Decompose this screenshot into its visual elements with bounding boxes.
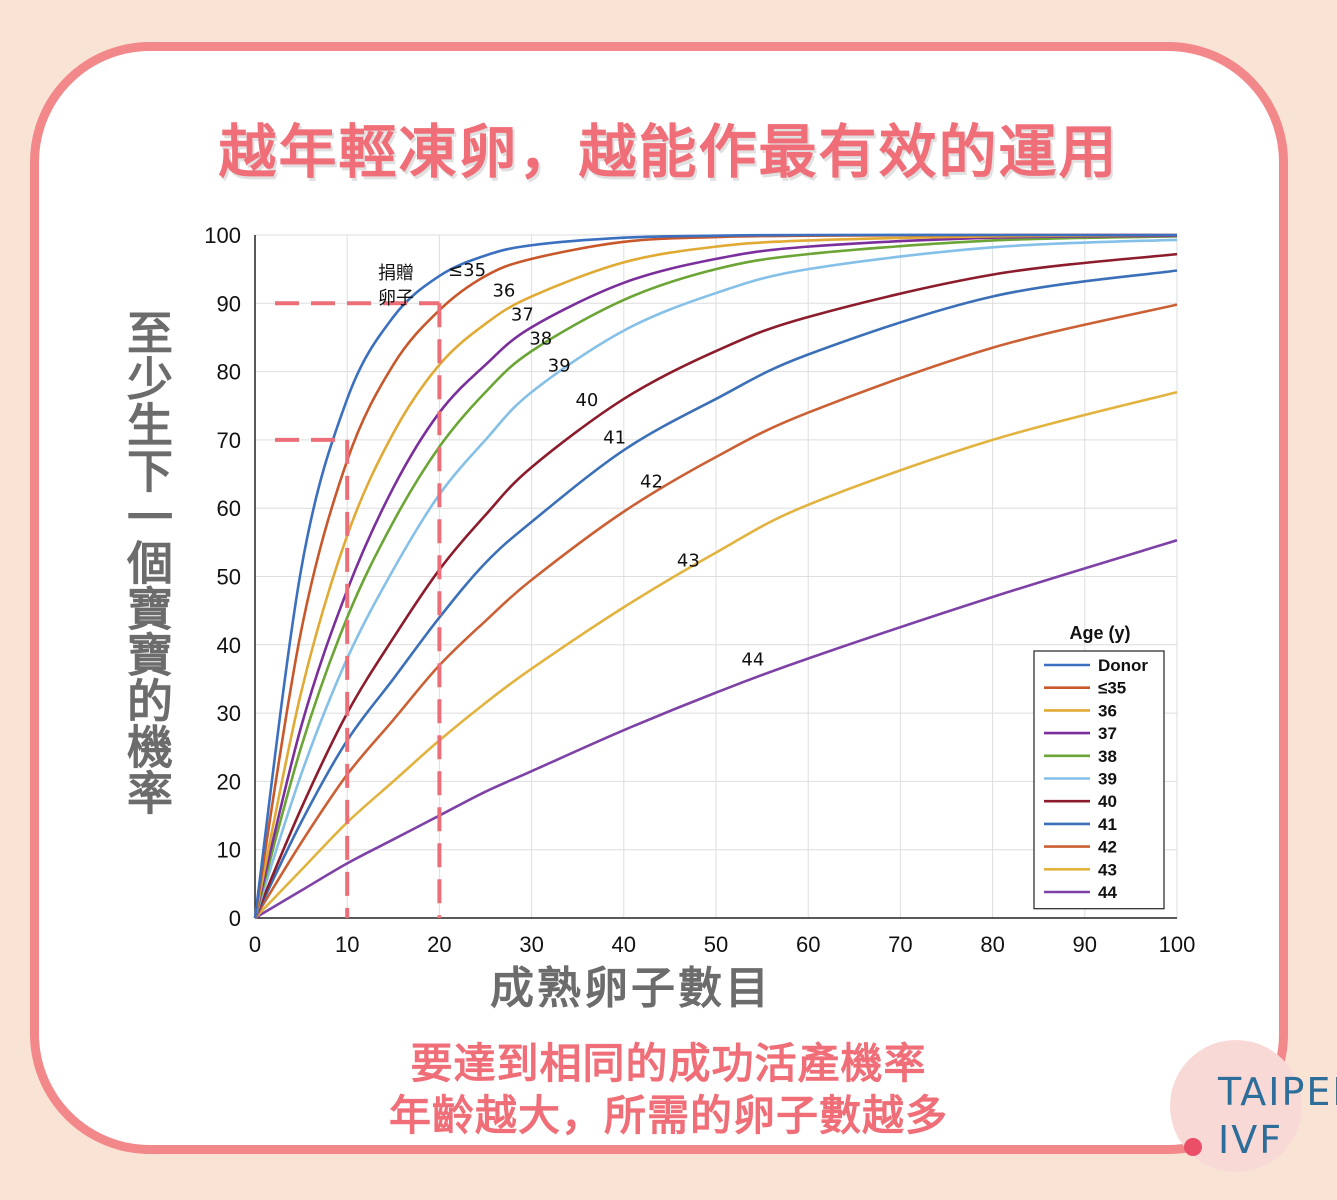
page-title: 越年輕凍卵，越能作最有效的運用 (218, 118, 1119, 186)
curve-label-41: 41 (603, 427, 626, 448)
y-tick-label: 40 (217, 633, 241, 658)
y-tick-label: 0 (229, 906, 241, 931)
curve-label-36: 36 (492, 280, 515, 301)
curve-label-44: 44 (741, 649, 764, 670)
series-line-38 (253, 235, 1178, 919)
y-tick-label: 30 (217, 701, 241, 726)
x-tick-label: 10 (335, 932, 359, 957)
y-tick-label: 80 (217, 360, 241, 385)
y-tick-label: 100 (204, 223, 241, 248)
legend-label-≤35: ≤35 (1098, 679, 1126, 698)
curve-label-40: 40 (575, 390, 598, 411)
series-line-40 (253, 252, 1178, 919)
series-line-37 (253, 234, 1178, 919)
curve-label-43: 43 (677, 550, 700, 571)
legend-label-44: 44 (1098, 883, 1117, 902)
y-tick-label: 50 (217, 565, 241, 590)
series-line-39 (253, 238, 1178, 919)
legend-label-40: 40 (1098, 792, 1117, 811)
logo-line-2: IVF (1218, 1118, 1284, 1162)
y-tick-label: 20 (217, 769, 241, 794)
series-line-Donor (253, 233, 1177, 919)
x-axis-title: 成熟卵子數目 (490, 963, 772, 1014)
y-tick-label: 10 (217, 838, 241, 863)
donor-annotation-line-1: 捐贈 (378, 263, 414, 284)
legend-label-36: 36 (1098, 701, 1117, 720)
x-tick-label: 70 (888, 932, 912, 957)
legend-label-41: 41 (1098, 815, 1117, 834)
curve-label-37: 37 (511, 304, 534, 325)
legend-label-39: 39 (1098, 770, 1117, 789)
y-tick-label: 60 (217, 496, 241, 521)
legend-box (1033, 650, 1165, 910)
caption-line-2: 年齡越大，所需的卵子數越多 (388, 1091, 948, 1140)
x-tick-label: 90 (1073, 932, 1097, 957)
legend-label-42: 42 (1098, 838, 1117, 857)
x-tick-label: 80 (980, 932, 1004, 957)
x-tick-label: 30 (519, 932, 543, 957)
curve-label-38: 38 (529, 328, 552, 349)
card-frame (30, 42, 1288, 1154)
series-line-44 (254, 539, 1178, 920)
x-tick-label: 50 (704, 932, 728, 957)
y-tick-label: 70 (217, 428, 241, 453)
logo-line-1: TAIPEI (1218, 1070, 1337, 1114)
y-tick-label: 90 (217, 291, 241, 316)
x-tick-label: 40 (612, 932, 636, 957)
legend-label-37: 37 (1098, 724, 1117, 743)
series-line-41 (253, 269, 1178, 919)
x-tick-label: 100 (1159, 932, 1196, 957)
curve-label-≤35: ≤35 (448, 260, 486, 281)
series-line-36 (253, 233, 1178, 919)
legend-label-Donor: Donor (1098, 656, 1148, 675)
logo: TAIPEI IVF (1218, 1068, 1337, 1164)
legend-title: Age (y) (1069, 623, 1130, 643)
curve-label-39: 39 (548, 356, 571, 377)
x-tick-label: 60 (796, 932, 820, 957)
caption-line-1: 要達到相同的成功活產機率 (410, 1039, 927, 1088)
curve-label-42: 42 (640, 472, 663, 493)
y-axis-title: 至少生下一個寶寶的機率 (120, 309, 174, 815)
legend-label-43: 43 (1098, 860, 1117, 879)
x-tick-label: 20 (427, 932, 451, 957)
x-tick-label: 0 (249, 932, 261, 957)
logo-dot (1184, 1138, 1202, 1156)
legend-label-38: 38 (1098, 747, 1117, 766)
donor-annotation-line-2: 卵子 (378, 288, 414, 309)
